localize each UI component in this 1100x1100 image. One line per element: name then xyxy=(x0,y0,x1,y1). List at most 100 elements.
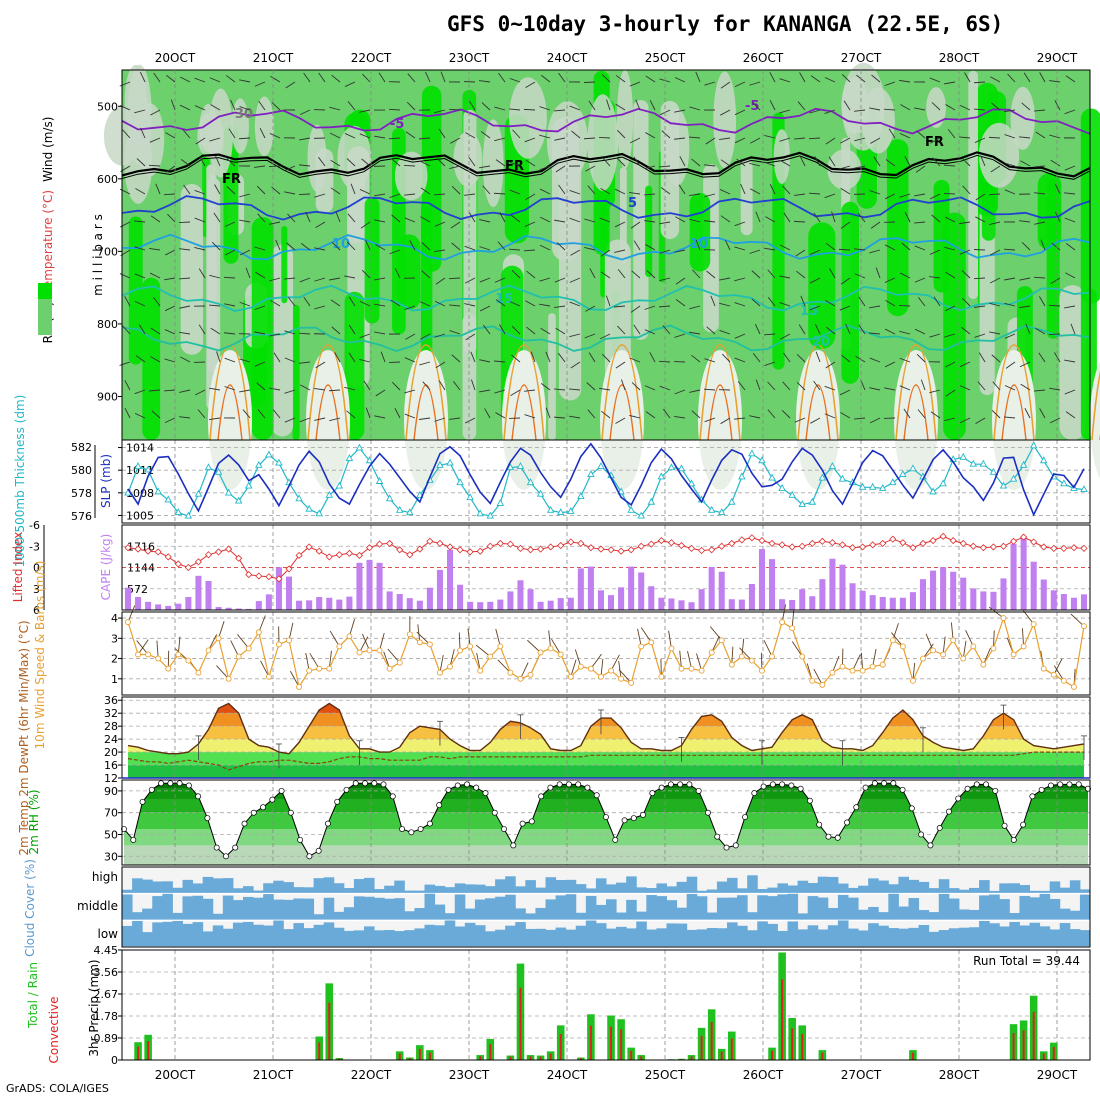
wind-barb xyxy=(796,381,806,391)
cape-bar xyxy=(336,599,343,610)
wind-barb xyxy=(1064,389,1076,395)
wind-barb xyxy=(165,132,176,139)
wind-barb xyxy=(239,219,251,223)
wind-barb xyxy=(644,193,656,196)
lifted-index-point xyxy=(1030,538,1038,546)
wind-barb xyxy=(439,654,444,673)
wind-speed-point xyxy=(306,667,313,674)
precip-convective-bar xyxy=(1052,1047,1055,1060)
wind-barb xyxy=(794,417,806,423)
thickness-point xyxy=(365,456,374,464)
lifted-index-tick-label: 6 xyxy=(33,604,40,617)
rh-point xyxy=(139,798,146,805)
cloud-bar xyxy=(777,930,788,947)
wind-barb xyxy=(374,193,386,197)
thickness-point xyxy=(305,504,313,512)
rh-point xyxy=(454,782,461,789)
wind-barb xyxy=(167,213,176,223)
cloud-bar xyxy=(1039,893,1051,921)
wind-barb xyxy=(328,650,332,669)
cape-bar xyxy=(839,564,846,610)
cape-bar xyxy=(517,580,524,610)
temperature-band xyxy=(128,765,1084,778)
cloud-bar xyxy=(464,908,476,921)
wind-barb xyxy=(599,333,611,340)
wind-barb xyxy=(781,409,791,419)
cape-bar xyxy=(919,579,927,610)
cloud-bar xyxy=(172,912,183,921)
wind-barb xyxy=(149,247,161,251)
lifted-index-point xyxy=(396,546,404,554)
contour-label: 15 xyxy=(800,304,818,319)
wind-barb xyxy=(810,417,821,424)
wind-barb xyxy=(689,389,701,393)
wind-barb xyxy=(754,323,761,335)
rh-band xyxy=(124,845,1088,865)
cape-bar xyxy=(396,594,403,610)
rh-streak xyxy=(364,197,380,324)
wind-barb xyxy=(569,190,581,195)
wind-barb xyxy=(394,408,401,419)
temperature-contour xyxy=(121,233,1091,261)
wind-speed-point xyxy=(537,649,544,656)
cloud-bar xyxy=(686,876,698,894)
cloud-bar xyxy=(616,912,627,921)
wind-speed-point xyxy=(346,633,353,640)
thickness-point xyxy=(959,452,968,460)
boundary-layer-plume xyxy=(208,350,252,490)
cloud-bar xyxy=(706,889,718,894)
cape-bar xyxy=(799,589,806,610)
precip-convective-bar xyxy=(479,1056,482,1060)
rh-dry-patch xyxy=(509,77,547,159)
thickness-point xyxy=(516,462,525,469)
wind-barb xyxy=(808,137,821,140)
wind-barb xyxy=(545,351,551,363)
wind-barb xyxy=(237,634,250,649)
wind-barb xyxy=(765,216,776,223)
wind-barb xyxy=(679,650,682,669)
wind-barb xyxy=(959,361,971,368)
wind-barb xyxy=(645,132,656,139)
top-date-label: 24OCT xyxy=(547,51,588,65)
wind-barb xyxy=(328,389,341,392)
wind-barb xyxy=(659,165,671,168)
wind-barb xyxy=(344,386,356,391)
wind-speed-point xyxy=(185,657,192,664)
wind-barb xyxy=(841,73,851,83)
wind-barb xyxy=(305,652,310,671)
rh-band xyxy=(124,783,1088,789)
wind-barb xyxy=(569,388,581,391)
wind-speed-point xyxy=(477,667,484,674)
slp-axis-label: SLP (mb) xyxy=(99,454,113,508)
thickness-point xyxy=(969,459,978,467)
rh-point xyxy=(195,793,202,800)
wind-speed-point xyxy=(799,653,806,660)
cloud-bar xyxy=(1049,929,1061,947)
lifted-index-point xyxy=(265,573,273,581)
wind-barb xyxy=(695,71,701,83)
wind-barb xyxy=(494,137,506,142)
cape-bar xyxy=(950,571,957,610)
cloud-bar xyxy=(142,908,153,921)
wind-barb xyxy=(674,389,686,395)
cloud-bar xyxy=(122,894,133,921)
wind-barb xyxy=(226,158,236,167)
wind-barb xyxy=(990,165,1001,173)
wind-barb xyxy=(734,246,746,251)
wind-barb xyxy=(449,330,461,335)
wind-barb xyxy=(1007,73,1016,83)
wind-barb xyxy=(645,75,656,83)
lifted-index-point xyxy=(909,544,917,552)
wind-barb xyxy=(216,665,229,680)
cloud-bar xyxy=(424,884,436,894)
wind-barb xyxy=(959,385,971,391)
wind-barb xyxy=(782,185,791,195)
thickness-point xyxy=(647,497,656,505)
wind-barb xyxy=(539,134,551,139)
rh-band xyxy=(124,829,1088,846)
lifted-index-point xyxy=(1050,544,1058,552)
wind-barb xyxy=(298,193,311,195)
wind-barb xyxy=(286,242,296,251)
wind-barb xyxy=(679,156,686,167)
cape-bar xyxy=(678,600,685,610)
